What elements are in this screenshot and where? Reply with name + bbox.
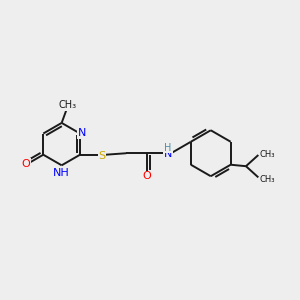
Text: CH₃: CH₃	[260, 150, 275, 159]
Text: H: H	[164, 143, 172, 153]
Text: NH: NH	[53, 168, 70, 178]
Text: O: O	[21, 159, 30, 169]
Text: N: N	[78, 128, 86, 138]
Text: CH₃: CH₃	[260, 176, 275, 184]
Text: N: N	[164, 149, 172, 159]
Text: O: O	[142, 171, 151, 181]
Text: CH₃: CH₃	[58, 100, 76, 110]
Text: S: S	[98, 151, 106, 161]
